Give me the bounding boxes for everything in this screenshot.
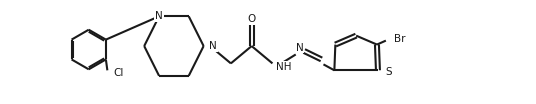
Text: Cl: Cl [114, 68, 124, 78]
Text: N: N [155, 11, 163, 21]
Text: N: N [296, 43, 303, 53]
Text: N: N [209, 41, 217, 51]
Text: O: O [248, 14, 256, 24]
Text: S: S [385, 67, 391, 77]
Text: NH: NH [277, 62, 292, 72]
Text: Br: Br [394, 34, 405, 44]
